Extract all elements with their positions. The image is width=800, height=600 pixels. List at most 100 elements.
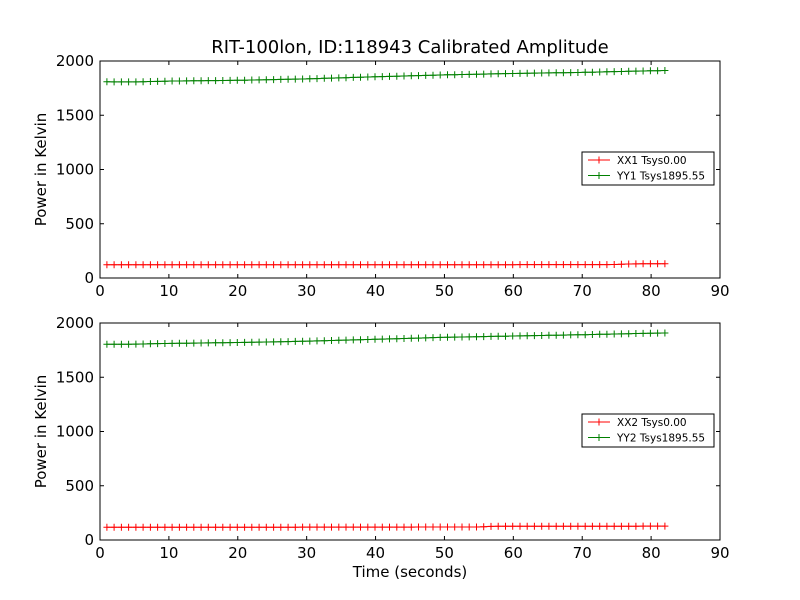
data-point xyxy=(429,261,437,269)
data-point xyxy=(617,260,625,268)
data-point xyxy=(357,523,364,531)
data-point xyxy=(465,523,473,531)
data-point xyxy=(139,340,147,348)
data-point xyxy=(386,72,393,80)
data-point xyxy=(473,523,480,531)
data-point xyxy=(444,261,451,269)
data-point xyxy=(183,523,191,531)
x-axis-label: Time (seconds) xyxy=(352,563,468,581)
x-tick-label: 60 xyxy=(504,282,523,300)
data-point xyxy=(487,261,495,269)
data-point xyxy=(473,70,480,78)
legend-marker xyxy=(595,172,603,179)
x-tick-label: 10 xyxy=(159,544,178,562)
data-point xyxy=(502,70,509,78)
data-point xyxy=(204,339,212,347)
data-point xyxy=(386,335,393,343)
data-point xyxy=(291,75,299,83)
data-point xyxy=(545,69,553,77)
data-point xyxy=(219,523,227,531)
data-point xyxy=(226,76,234,84)
data-point xyxy=(581,331,589,339)
data-point xyxy=(465,261,473,269)
data-point xyxy=(277,261,285,269)
y-tick-label: 500 xyxy=(65,215,94,233)
data-point xyxy=(132,340,140,348)
x-tick-label: 0 xyxy=(95,544,105,562)
data-point xyxy=(255,261,263,269)
data-point xyxy=(451,333,459,341)
x-tick-label: 30 xyxy=(297,544,316,562)
data-point xyxy=(458,333,466,341)
x-tick-label: 80 xyxy=(642,282,661,300)
data-point xyxy=(400,261,408,269)
data-point xyxy=(212,77,220,85)
data-point xyxy=(581,522,589,530)
data-point xyxy=(473,333,480,341)
data-point xyxy=(632,330,640,337)
data-point xyxy=(233,76,241,84)
data-point xyxy=(248,523,256,531)
data-point xyxy=(349,73,357,81)
data-point xyxy=(458,71,466,78)
data-point xyxy=(146,340,154,348)
y-tick-label: 1500 xyxy=(56,368,94,386)
data-point xyxy=(146,261,154,269)
data-point xyxy=(596,68,604,76)
data-point xyxy=(538,69,546,77)
legend-label: YY2 Tsys1895.55 xyxy=(616,433,705,445)
data-point xyxy=(328,261,335,269)
data-point xyxy=(146,78,154,85)
data-point xyxy=(161,340,169,347)
data-point xyxy=(161,261,169,269)
series-2 xyxy=(103,329,669,348)
legend-entry: YY1 Tsys1895.55 xyxy=(588,171,705,183)
data-point xyxy=(552,331,560,339)
data-point xyxy=(386,261,393,269)
data-point xyxy=(436,333,444,341)
data-point xyxy=(146,523,154,531)
data-point xyxy=(588,522,596,530)
data-point xyxy=(444,523,451,531)
data-point xyxy=(110,523,118,531)
x-tick-label: 50 xyxy=(435,544,454,562)
data-point xyxy=(219,261,227,269)
data-point xyxy=(588,68,596,76)
data-point xyxy=(552,261,560,269)
data-point xyxy=(328,337,335,344)
data-point xyxy=(342,336,350,344)
series-1 xyxy=(103,260,669,269)
data-point xyxy=(168,77,176,85)
data-point xyxy=(241,261,249,269)
data-point xyxy=(559,69,567,77)
data-point xyxy=(154,340,162,348)
data-point xyxy=(458,523,466,531)
data-point xyxy=(103,523,111,531)
data-point xyxy=(429,71,437,79)
data-point xyxy=(436,523,444,531)
legend-box xyxy=(581,151,715,186)
data-point xyxy=(168,523,176,531)
x-tick-label: 90 xyxy=(710,282,729,300)
data-point xyxy=(502,261,509,269)
data-point xyxy=(617,330,625,338)
legend-box xyxy=(581,413,715,448)
data-point xyxy=(197,261,205,269)
y-axis-label: Power in Kelvin xyxy=(32,375,50,489)
legend-marker xyxy=(595,434,603,441)
y-tick-label: 1000 xyxy=(56,161,94,179)
data-point xyxy=(154,261,162,269)
data-point xyxy=(654,522,662,530)
x-tick-label: 40 xyxy=(366,544,385,562)
data-point xyxy=(436,71,444,79)
data-point xyxy=(444,333,451,341)
data-point xyxy=(262,76,270,84)
data-point xyxy=(132,261,140,269)
data-point xyxy=(183,261,191,269)
data-point xyxy=(494,522,502,530)
legend-entry: YY2 Tsys1895.55 xyxy=(588,433,705,445)
data-point xyxy=(335,523,343,531)
data-point xyxy=(400,72,408,80)
x-tick-label: 60 xyxy=(504,544,523,562)
data-point xyxy=(306,523,314,531)
